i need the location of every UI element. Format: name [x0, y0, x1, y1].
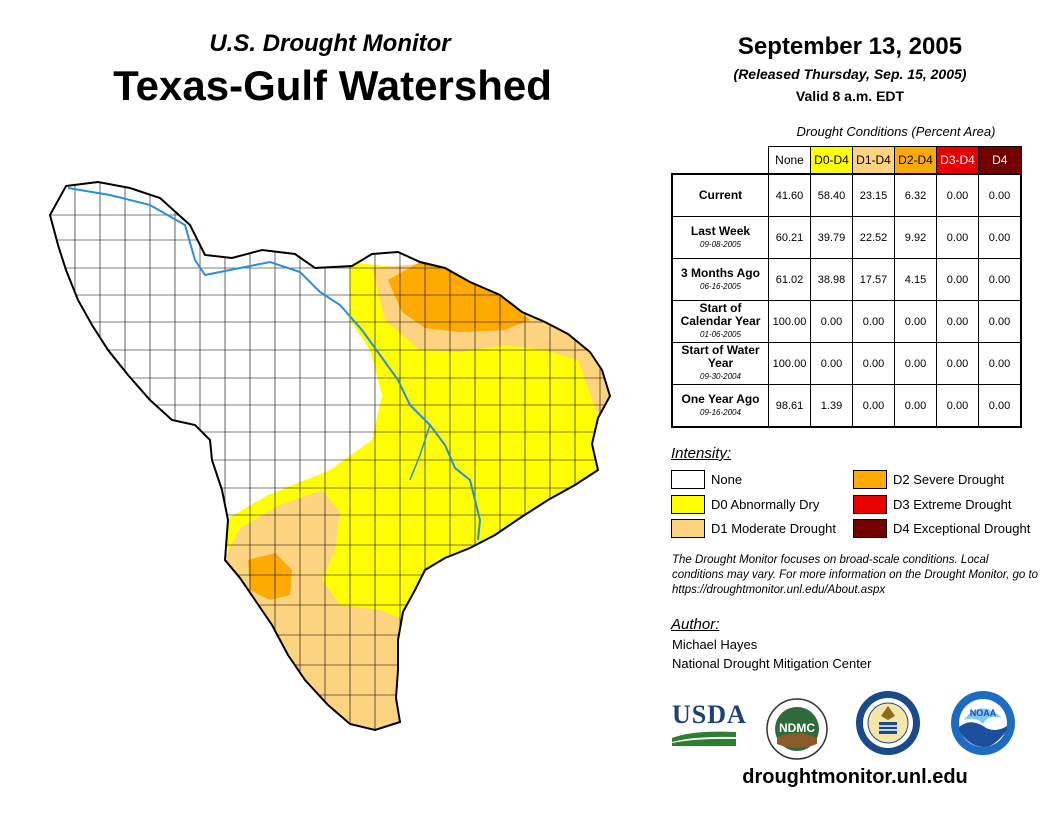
- valid-time: Valid 8 a.m. EDT: [795, 88, 905, 104]
- d2-severe-drought-region-south: [248, 553, 292, 600]
- ndmc-logo-text: NDMC: [779, 721, 815, 735]
- author-name: Michael Hayes: [672, 637, 758, 652]
- table-cell: 0.00: [894, 300, 937, 343]
- row-label: Current: [671, 173, 769, 217]
- table-cell: 60.21: [768, 216, 811, 259]
- table-cell: 39.79: [810, 216, 853, 259]
- table-cell: 0.00: [936, 173, 979, 217]
- table-cell: 98.61: [768, 384, 811, 428]
- table-cell: 0.00: [852, 342, 895, 385]
- table-cell: 100.00: [768, 342, 811, 385]
- column-header: D1-D4: [852, 146, 895, 175]
- table-row: One Year Ago 09-16-2004 98.61 1.39 0.00 0…: [671, 384, 1022, 428]
- column-header: D2-D4: [894, 146, 937, 175]
- author-label: Author:: [671, 616, 720, 633]
- table-cell: 0.00: [936, 342, 979, 385]
- table-cell: 1.39: [810, 384, 853, 428]
- noaa-logo: NOAA: [951, 691, 1015, 755]
- table-row: 3 Months Ago 06-16-2005 61.02 38.98 17.57…: [671, 258, 1022, 301]
- usda-logo: USDA: [672, 700, 747, 748]
- table-cell: 17.57: [852, 258, 895, 301]
- legend-item-d1: D1 Moderate Drought: [671, 519, 836, 538]
- table-cell: 0.00: [978, 258, 1022, 301]
- table-caption: Drought Conditions (Percent Area): [796, 124, 996, 139]
- table-cell: 0.00: [936, 258, 979, 301]
- row-label: Last Week 09-08-2005: [671, 216, 769, 259]
- table-cell: 23.15: [852, 173, 895, 217]
- commerce-seal-logo: [856, 691, 920, 755]
- column-header: D3-D4: [936, 146, 979, 175]
- column-header: D4: [978, 146, 1022, 175]
- drought-conditions-table: None D0-D4 D1-D4 D2-D4 D3-D4 D4 Current …: [671, 146, 1022, 428]
- legend-item-d4: D4 Exceptional Drought: [853, 519, 1030, 538]
- row-label: One Year Ago 09-16-2004: [671, 384, 769, 428]
- table-row: Current 41.60 58.40 23.15 6.32 0.00 0.00: [671, 173, 1022, 217]
- legend-title: Intensity:: [671, 445, 732, 462]
- table-cell: 0.00: [978, 342, 1022, 385]
- row-label: 3 Months Ago 06-16-2005: [671, 258, 769, 301]
- legend-item-none: None: [671, 470, 742, 489]
- legend-swatch: [671, 519, 705, 538]
- site-url: droughtmonitor.unl.edu: [742, 766, 968, 788]
- watershed-map: [48, 180, 612, 732]
- table-cell: 0.00: [852, 300, 895, 343]
- ndmc-logo: NDMC: [766, 698, 828, 760]
- river-tributary: [409, 424, 431, 481]
- legend-item-d3: D3 Extreme Drought: [853, 495, 1012, 514]
- column-header: None: [768, 146, 811, 175]
- table-row: Start of Calendar Year 01-06-2005 100.00 …: [671, 300, 1022, 343]
- map-subtitle: U.S. Drought Monitor: [209, 30, 451, 57]
- legend-item-d0: D0 Abnormally Dry: [671, 495, 819, 514]
- legend-swatch: [853, 470, 887, 489]
- river-main: [67, 187, 482, 541]
- d2-severe-drought-region-north: [388, 262, 530, 332]
- table-cell: 100.00: [768, 300, 811, 343]
- release-date: (Released Thursday, Sep. 15, 2005): [733, 66, 967, 82]
- table-row: Last Week 09-08-2005 60.21 39.79 22.52 9.…: [671, 216, 1022, 259]
- table-cell: 0.00: [936, 384, 979, 428]
- table-cell: 6.32: [894, 173, 937, 217]
- table-cell: 38.98: [810, 258, 853, 301]
- table-cell: 58.40: [810, 173, 853, 217]
- row-label: Start of Calendar Year 01-06-2005: [671, 300, 769, 343]
- watershed-boundary: [48, 180, 612, 732]
- column-header: D0-D4: [810, 146, 853, 175]
- author-organization: National Drought Mitigation Center: [672, 656, 872, 671]
- table-cell: 0.00: [852, 384, 895, 428]
- usda-logo-text: USDA: [672, 700, 747, 729]
- table-cell: 0.00: [936, 216, 979, 259]
- table-cell: 0.00: [936, 300, 979, 343]
- legend-swatch: [671, 470, 705, 489]
- map-date: September 13, 2005: [737, 33, 963, 60]
- table-cell: 0.00: [810, 300, 853, 343]
- map-title: Texas-Gulf Watershed: [113, 62, 552, 109]
- table-corner: [672, 147, 769, 175]
- usda-stripes-icon: [672, 731, 736, 746]
- table-cell: 0.00: [978, 384, 1022, 428]
- table-cell: 0.00: [810, 342, 853, 385]
- table-cell: 9.92: [894, 216, 937, 259]
- row-label: Start of Water Year 09-30-2004: [671, 342, 769, 385]
- legend-item-d2: D2 Severe Drought: [853, 470, 1004, 489]
- table-cell: 4.15: [894, 258, 937, 301]
- table-cell: 41.60: [768, 173, 811, 217]
- table-cell: 61.02: [768, 258, 811, 301]
- table-row: Start of Water Year 09-30-2004 100.00 0.0…: [671, 342, 1022, 385]
- table-cell: 0.00: [894, 384, 937, 428]
- table-cell: 0.00: [978, 173, 1022, 217]
- legend-swatch: [853, 519, 887, 538]
- table-cell: 22.52: [852, 216, 895, 259]
- table-cell: 0.00: [978, 300, 1022, 343]
- legend-swatch: [671, 495, 705, 514]
- table-cell: 0.00: [894, 342, 937, 385]
- table-cell: 0.00: [978, 216, 1022, 259]
- legend-swatch: [853, 495, 887, 514]
- table-header-row: None D0-D4 D1-D4 D2-D4 D3-D4 D4: [672, 146, 1022, 175]
- disclaimer-note: The Drought Monitor focuses on broad-sca…: [672, 554, 1039, 596]
- noaa-logo-text: NOAA: [970, 708, 997, 718]
